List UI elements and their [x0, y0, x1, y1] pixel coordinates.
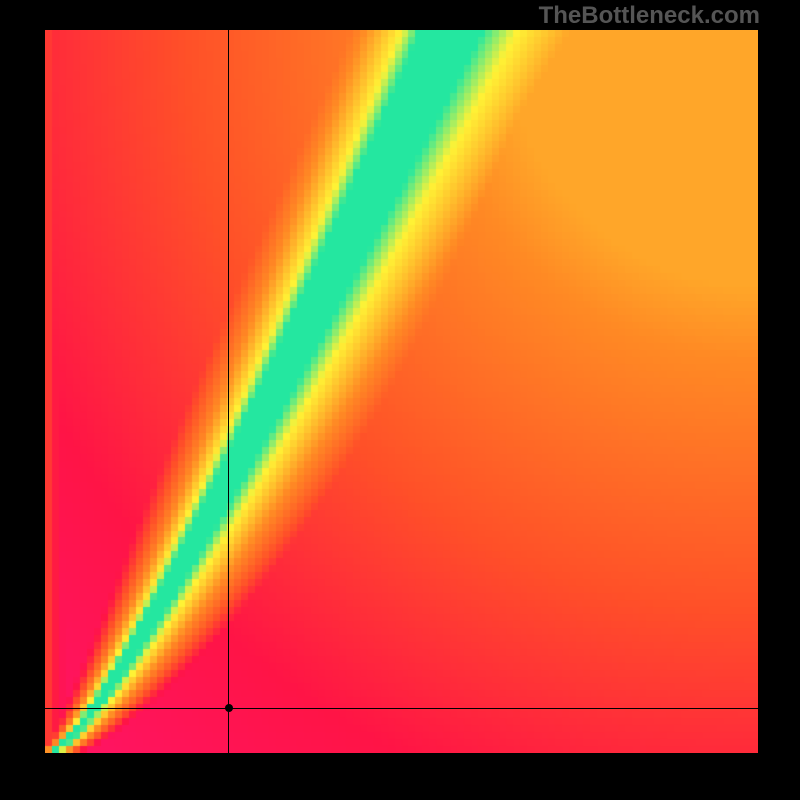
heatmap-canvas — [45, 30, 758, 753]
chart-container: TheBottleneck.com — [0, 0, 800, 800]
watermark-text: TheBottleneck.com — [539, 2, 760, 30]
crosshair-vertical — [228, 30, 229, 753]
heatmap-plot — [45, 30, 758, 753]
crosshair-horizontal — [45, 708, 758, 709]
